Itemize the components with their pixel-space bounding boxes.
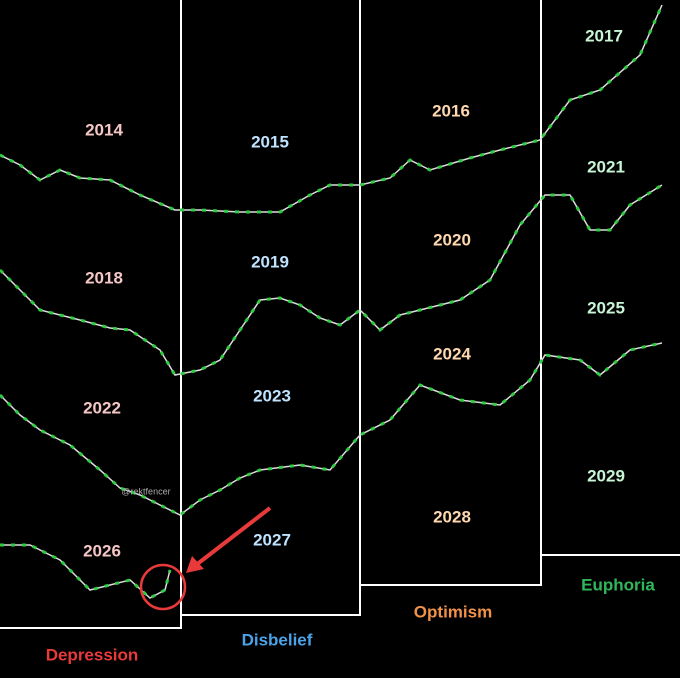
year-label: 2025 — [587, 298, 625, 317]
phase-label: Depression — [46, 645, 139, 664]
year-label: 2017 — [585, 26, 623, 45]
year-label: 2029 — [587, 466, 625, 485]
phase-label: Euphoria — [581, 575, 655, 594]
year-label: 2023 — [253, 386, 291, 405]
year-label: 2026 — [83, 541, 121, 560]
year-label: 2016 — [432, 101, 470, 120]
price-trace-candles — [0, 4, 664, 214]
year-label: 2018 — [85, 268, 123, 287]
arrow-shaft — [194, 506, 272, 567]
year-label: 2024 — [433, 344, 471, 363]
year-label: 2021 — [587, 157, 625, 176]
year-label: 2022 — [83, 398, 121, 417]
year-labels: 2014 2015 2016 2017 2018 2019 2020 2021 2022 2023… — [83, 26, 625, 560]
phase-label: Optimism — [414, 602, 492, 621]
price-trace-candles — [0, 183, 663, 377]
arrow-head — [186, 556, 204, 573]
optimism-box — [360, 0, 542, 586]
highlight-circle — [139, 563, 187, 611]
year-label: 2028 — [433, 507, 471, 526]
phase-label: Disbelief — [242, 630, 313, 649]
price-trace-candles — [0, 543, 172, 600]
price-traces — [0, 4, 664, 600]
year-label: 2019 — [251, 252, 289, 271]
year-label: 2020 — [433, 230, 471, 249]
watermark: @rektfencer — [121, 486, 170, 496]
disbelief-box — [181, 0, 361, 616]
price-trace-candles — [0, 341, 663, 517]
year-label: 2014 — [85, 120, 123, 139]
year-label: 2015 — [251, 132, 289, 151]
year-label: 2027 — [253, 530, 291, 549]
